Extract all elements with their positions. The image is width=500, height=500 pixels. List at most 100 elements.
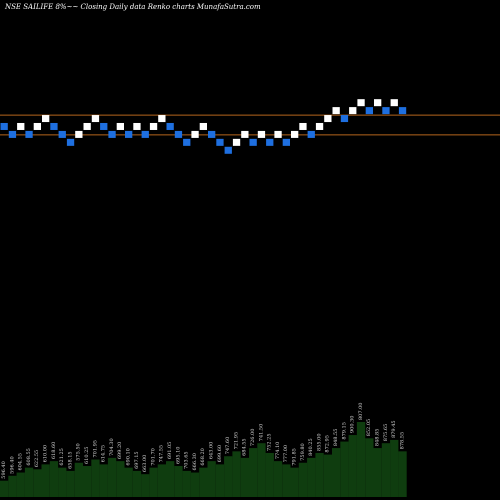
renko-brick-down bbox=[216, 138, 224, 146]
volume-label: 747.55 bbox=[159, 445, 165, 463]
renko-brick-down bbox=[183, 138, 191, 146]
volume-label: 879.15 bbox=[341, 422, 347, 440]
renko-brick-up bbox=[374, 99, 382, 107]
reference-lines bbox=[0, 114, 500, 136]
renko-brick-down bbox=[25, 130, 33, 138]
volume-label: 610.25 bbox=[84, 447, 90, 465]
volume-label: 875.65 bbox=[383, 424, 389, 442]
renko-brick-up bbox=[149, 122, 158, 130]
renko-brick-down bbox=[0, 122, 8, 130]
volume-label: 663.00 bbox=[142, 455, 148, 473]
renko-brick-up bbox=[299, 122, 307, 130]
renko-brick-up bbox=[257, 130, 266, 138]
volume-label: 752.25 bbox=[267, 433, 273, 451]
volume-bar bbox=[365, 438, 374, 497]
volume-bar bbox=[49, 461, 59, 497]
volume-bar bbox=[33, 469, 42, 497]
volume-label: 690.10 bbox=[125, 448, 131, 466]
renko-brick-down bbox=[224, 146, 232, 154]
renko-brick-up bbox=[191, 130, 199, 138]
volume-label: 721.95 bbox=[233, 432, 239, 450]
volume-label: 855.00 bbox=[316, 433, 322, 451]
volume-label: 878.55 bbox=[399, 432, 405, 450]
volume-label: 622.55 bbox=[34, 450, 40, 468]
volume-label: 643.00 bbox=[208, 442, 214, 460]
volume-bar bbox=[207, 461, 216, 497]
volume-label: 791.85 bbox=[291, 448, 297, 466]
volume-label: 668.20 bbox=[200, 448, 206, 466]
renko-brick-up bbox=[232, 138, 241, 146]
volume-bar bbox=[83, 466, 92, 497]
volume-bar bbox=[58, 467, 67, 497]
volume-label: 621.25 bbox=[59, 448, 65, 466]
volume-bar bbox=[348, 435, 357, 497]
renko-brick-up bbox=[199, 122, 207, 130]
renko-brick-up bbox=[91, 115, 100, 123]
renko-brick-up bbox=[315, 122, 324, 130]
volume-labels: 596.40 596.40 604.55 608.55 622.55 610.00 618.… bbox=[1, 403, 405, 479]
volume-bar bbox=[124, 467, 133, 497]
volume-label: 703.65 bbox=[184, 451, 190, 469]
volume-label: 872.95 bbox=[325, 435, 331, 453]
volume-label: 699.60 bbox=[217, 445, 223, 463]
volume-bar bbox=[315, 452, 324, 497]
volume-label: 848.85 bbox=[374, 429, 380, 447]
volume-bar bbox=[157, 464, 166, 497]
volume-label: 852.05 bbox=[366, 419, 372, 437]
volume-bar bbox=[99, 464, 108, 497]
volume-bar bbox=[182, 470, 191, 497]
volume-label: 699.20 bbox=[117, 442, 123, 460]
volume-bar bbox=[232, 451, 241, 497]
renko-brick-up bbox=[324, 115, 332, 123]
volume-bar bbox=[381, 443, 391, 497]
renko-brick-down bbox=[8, 130, 17, 138]
renko-brick-up bbox=[349, 107, 357, 115]
renko-brick-up bbox=[42, 115, 50, 123]
renko-brick-up bbox=[332, 107, 340, 115]
volume-bar bbox=[8, 475, 17, 497]
volume-bar bbox=[282, 464, 291, 497]
volume-label: 695.10 bbox=[175, 447, 181, 465]
renko-brick-down bbox=[50, 122, 58, 130]
volume-bar bbox=[373, 448, 382, 497]
volume-bar bbox=[132, 470, 142, 497]
renko-brick-up bbox=[83, 122, 91, 130]
renko-brick-down bbox=[141, 130, 149, 138]
volume-label: 759.80 bbox=[300, 443, 306, 461]
volume-bar bbox=[41, 464, 50, 497]
renko-brick-up bbox=[291, 130, 299, 138]
volume-bar bbox=[24, 467, 34, 497]
renko-brick-down bbox=[174, 130, 183, 138]
volume-label: 684.55 bbox=[242, 438, 248, 456]
renko-brick-down bbox=[208, 130, 216, 138]
volume-label: 596.40 bbox=[1, 461, 7, 479]
volume-label: 604.55 bbox=[18, 453, 24, 471]
volume-bar bbox=[66, 470, 75, 497]
volume-label: 807.00 bbox=[358, 403, 364, 421]
volume-bar bbox=[332, 448, 341, 497]
volume-bar bbox=[398, 451, 407, 497]
volume-label: 879.45 bbox=[391, 420, 397, 438]
volume-bar bbox=[257, 443, 266, 497]
renko-brick-up bbox=[357, 99, 365, 107]
renko-brick-down bbox=[307, 130, 315, 138]
volume-bar bbox=[340, 441, 349, 497]
volume-label: 701.95 bbox=[92, 440, 98, 458]
volume-label: 614.75 bbox=[101, 445, 107, 463]
volume-label: 575.50 bbox=[76, 443, 82, 461]
renko-brick-up bbox=[133, 122, 141, 130]
renko-brick-up bbox=[158, 115, 166, 123]
volume-bar bbox=[141, 474, 150, 497]
renko-brick-down bbox=[58, 130, 66, 138]
volume-label: 704.30 bbox=[109, 438, 115, 456]
volume-bar bbox=[107, 457, 117, 497]
volume-label: 596.40 bbox=[9, 456, 15, 474]
renko-brick-up bbox=[241, 130, 249, 138]
chart-title: NSE SAILIFE 8%~~ Closing Daily data Renk… bbox=[4, 3, 261, 11]
renko-brick-down bbox=[66, 138, 75, 146]
renko-brick-down bbox=[365, 107, 373, 115]
volume-bars bbox=[0, 422, 407, 497]
volume-bar bbox=[74, 462, 83, 497]
